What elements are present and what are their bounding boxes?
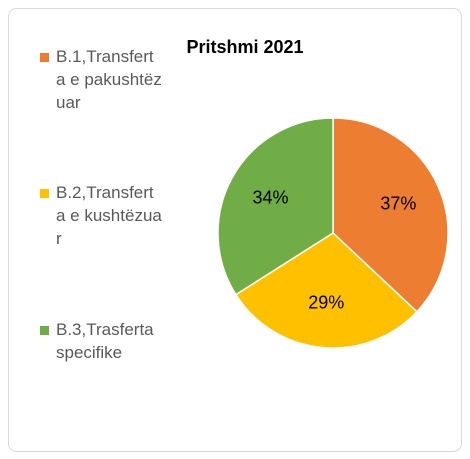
pie-slice <box>332 117 449 313</box>
legend-swatch <box>40 326 49 335</box>
legend-item: B.2,Transferta e kushtëzuar <box>40 181 162 250</box>
data-label: 37% <box>380 193 416 213</box>
data-label: 29% <box>308 293 344 313</box>
chart-title: Pritshmi 2021 <box>186 37 303 57</box>
pie-slice <box>217 117 334 296</box>
legend-swatch <box>40 189 49 198</box>
legend-item: B.1,Transferta e pakushtëzuar <box>40 45 162 114</box>
legend-label: B.2,Transferta e kushtëzuar <box>56 183 162 248</box>
data-label: 34% <box>253 187 289 207</box>
legend-swatch <box>40 53 49 62</box>
pie-slice <box>234 232 418 349</box>
legend-label: B.1,Transferta e pakushtëzuar <box>56 47 162 112</box>
legend-item: B.3,Trasferta specifike <box>40 318 162 364</box>
legend-label: B.3,Trasferta specifike <box>56 320 154 362</box>
